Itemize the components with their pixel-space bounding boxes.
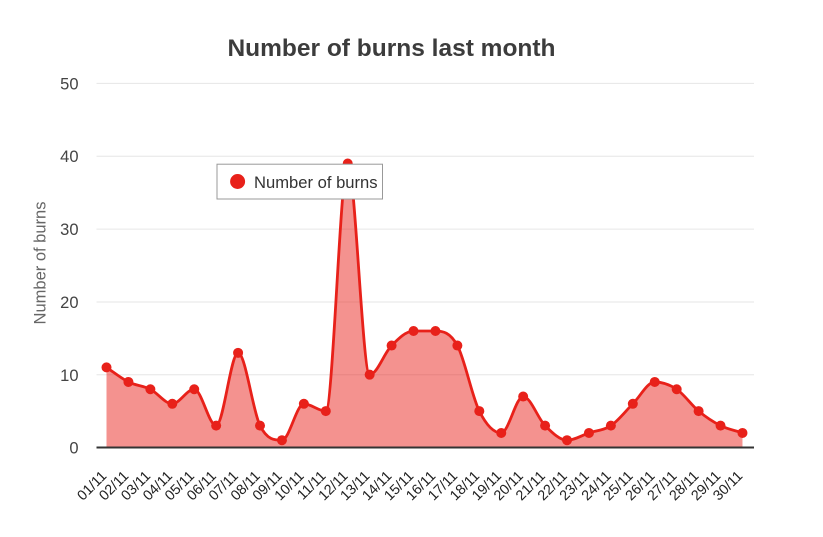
svg-text:30: 30 — [60, 221, 78, 239]
svg-text:40: 40 — [60, 148, 78, 166]
svg-text:20: 20 — [60, 294, 78, 312]
svg-text:10: 10 — [60, 367, 78, 385]
svg-text:0: 0 — [69, 440, 78, 458]
svg-text:Number of burns: Number of burns — [32, 202, 50, 325]
svg-text:Number of burns: Number of burns — [254, 173, 378, 192]
svg-text:50: 50 — [60, 75, 78, 93]
svg-text:Number of burns last month: Number of burns last month — [227, 35, 555, 62]
